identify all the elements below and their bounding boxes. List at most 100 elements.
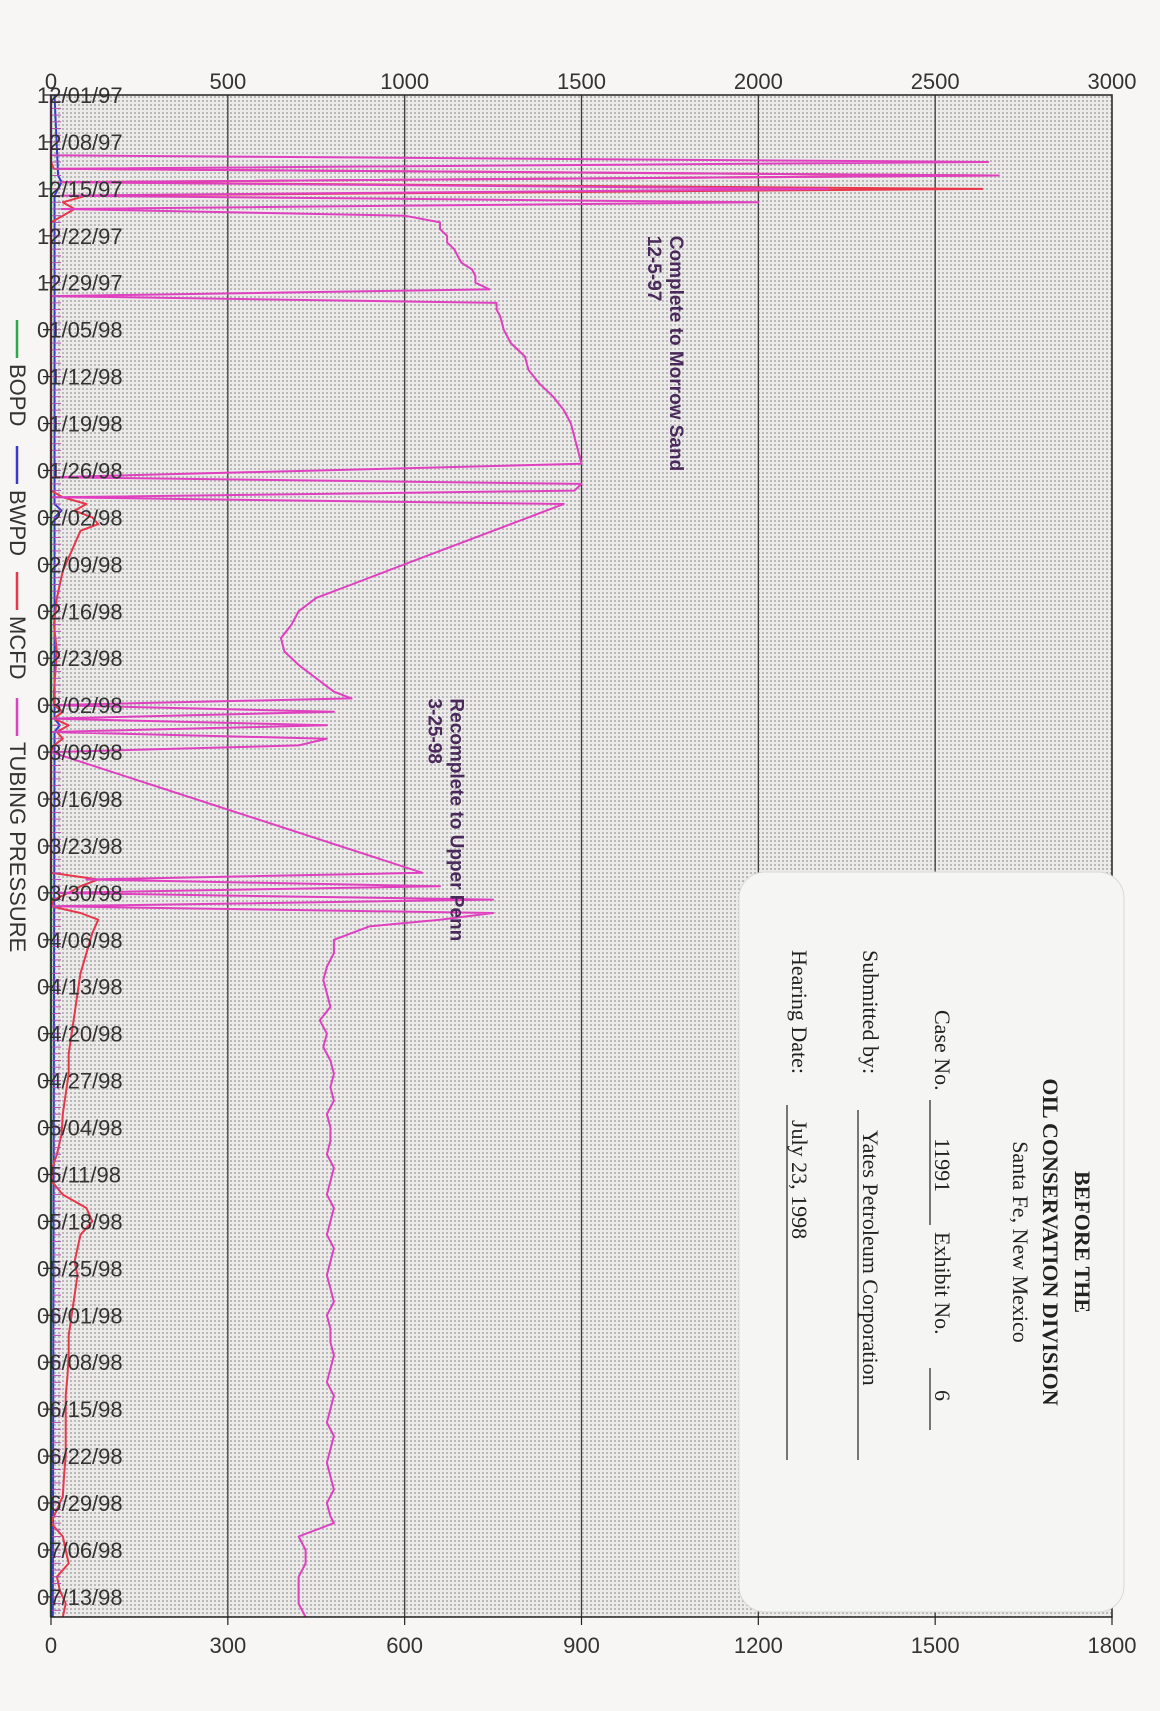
x-tick-label-group: 07/13/98 xyxy=(37,1585,123,1610)
left-y-tick-label: 1500 xyxy=(557,69,606,94)
x-tick-label: 03/09/98 xyxy=(37,740,123,765)
right-y-tick-label: 300 xyxy=(209,1633,246,1658)
x-tick-label: 02/23/98 xyxy=(37,646,123,671)
legend-label: TUBING PRESSURE xyxy=(5,742,30,952)
legend: BOPD BWPD MCFD TUBING PRESSURE xyxy=(5,320,30,952)
x-tick-label: 06/01/98 xyxy=(37,1303,123,1328)
stamp-location: Santa Fe, New Mexico xyxy=(1008,1141,1033,1343)
x-tick-label-group: 06/22/98 xyxy=(37,1444,123,1469)
x-tick-label-group: 02/09/98 xyxy=(37,552,123,577)
legend-label: BWPD xyxy=(5,490,30,556)
right-tick-label-group: 300 xyxy=(209,1633,246,1658)
annotation-text: Complete to Morrow Sand xyxy=(665,236,686,471)
left-tick-label-group: 1500 xyxy=(557,69,606,94)
x-tick-label: 01/05/98 xyxy=(37,318,123,343)
x-tick-label-group: 04/13/98 xyxy=(37,975,123,1000)
x-tick-label: 12/08/97 xyxy=(37,130,123,155)
x-tick-label: 05/04/98 xyxy=(37,1116,123,1141)
x-tick-label-group: 02/02/98 xyxy=(37,505,123,530)
x-tick-label: 03/16/98 xyxy=(37,787,123,812)
x-tick-label: 03/23/98 xyxy=(37,834,123,859)
left-y-tick-label: 2000 xyxy=(734,69,783,94)
x-tick-label: 05/11/98 xyxy=(37,1162,121,1187)
exhibit-no-value: 6 xyxy=(930,1390,955,1401)
x-tick-label: 12/29/97 xyxy=(37,271,123,296)
x-tick-label-group: 06/15/98 xyxy=(37,1397,123,1422)
x-tick-label: 05/25/98 xyxy=(37,1256,123,1281)
mcfd-line xyxy=(50,95,996,1618)
x-tick-label: 04/27/98 xyxy=(37,1069,123,1094)
x-tick-label-group: 12/08/97 xyxy=(37,130,123,155)
right-y-tick-label: 1800 xyxy=(1088,1633,1137,1658)
left-y-tick-label: 2500 xyxy=(911,69,960,94)
x-tick-label-group: 04/27/98 xyxy=(37,1069,123,1094)
x-tick-label: 12/22/97 xyxy=(37,224,123,249)
x-tick-label: 07/13/98 xyxy=(37,1585,123,1610)
submitted-by-value: Yates Petroleum Corporation xyxy=(858,1130,883,1386)
hearing-date-label: Hearing Date: xyxy=(787,950,812,1074)
annotation-text: 3-25-98 xyxy=(424,698,445,764)
left-y-tick-label: 3000 xyxy=(1088,69,1137,94)
x-tick-label-group: 01/19/98 xyxy=(37,412,123,437)
legend-label: BOPD xyxy=(5,364,30,426)
right-tick-label-group: 1800 xyxy=(1088,1633,1137,1658)
x-tick-label: 05/18/98 xyxy=(37,1209,123,1234)
x-tick-label: 06/08/98 xyxy=(37,1350,123,1375)
x-tick-label-group: 03/02/98 xyxy=(37,693,123,718)
annotation-text: 12-5-97 xyxy=(643,236,664,302)
stamp-before: BEFORE THE xyxy=(1070,1171,1095,1313)
left-y-tick-label: 0 xyxy=(45,69,57,94)
right-y-tick-label: 600 xyxy=(386,1633,423,1658)
x-tick-label-group: 07/06/98 xyxy=(37,1538,123,1563)
x-tick-label: 12/15/97 xyxy=(37,177,123,202)
left-y-tick-label: 500 xyxy=(209,69,246,94)
exhibit-stamp: BEFORE THE OIL CONSERVATION DIVISION San… xyxy=(738,871,1125,1613)
x-tick-label-group: 01/12/98 xyxy=(37,365,123,390)
x-tick-label: 03/30/98 xyxy=(37,881,123,906)
exhibit-stamp-box xyxy=(738,871,1125,1613)
x-tick-label: 02/16/98 xyxy=(37,599,123,624)
right-tick-label-group: 1200 xyxy=(734,1633,783,1658)
x-tick-label-group: 12/29/97 xyxy=(37,271,123,296)
x-tick-label-group: 06/01/98 xyxy=(37,1303,123,1328)
x-tick-label-group: 05/18/98 xyxy=(37,1209,123,1234)
right-tick-label-group: 0 xyxy=(45,1633,57,1658)
stamp-division: OIL CONSERVATION DIVISION xyxy=(1038,1078,1063,1405)
right-y-tick-label: 1500 xyxy=(911,1633,960,1658)
submitted-by-label: Submitted by: xyxy=(858,950,883,1074)
x-tick-label: 01/19/98 xyxy=(37,412,123,437)
left-tick-label-group: 3000 xyxy=(1088,69,1137,94)
x-tick-label-group: 12/22/97 xyxy=(37,224,123,249)
x-tick-label: 01/12/98 xyxy=(37,365,123,390)
x-tick-label-group: 04/20/98 xyxy=(37,1022,123,1047)
x-tick-label-group: 01/26/98 xyxy=(37,458,123,483)
x-tick-label-group: 05/04/98 xyxy=(37,1116,123,1141)
left-y-tick-label: 1000 xyxy=(380,69,429,94)
right-y-tick-label: 900 xyxy=(563,1633,600,1658)
x-tick-label: 04/13/98 xyxy=(37,975,123,1000)
right-tick-label-group: 900 xyxy=(563,1633,600,1658)
right-y-tick-label: 0 xyxy=(45,1633,57,1658)
plot-border xyxy=(50,94,1113,1618)
x-tick-label: 03/02/98 xyxy=(37,693,123,718)
left-tick-label-group: 2500 xyxy=(911,69,960,94)
bwpd-line xyxy=(51,94,63,1618)
hearing-date-value: July 23, 1998 xyxy=(787,1120,812,1239)
exhibit-no-label: Exhibit No. xyxy=(930,1232,955,1335)
x-tick-label-group: 05/11/98 xyxy=(37,1162,121,1187)
x-tick-label-group: 12/15/97 xyxy=(37,177,123,202)
x-tick-label-group: 03/16/98 xyxy=(37,787,123,812)
x-tick-label-group: 02/16/98 xyxy=(37,599,123,624)
x-tick-label-group: 03/30/98 xyxy=(37,881,123,906)
x-tick-label-group: 05/25/98 xyxy=(37,1256,123,1281)
x-tick-label-group: 02/23/98 xyxy=(37,646,123,671)
right-tick-label-group: 600 xyxy=(386,1633,423,1658)
left-tick-label-group: 0 xyxy=(45,69,57,94)
x-tick-label: 06/22/98 xyxy=(37,1444,123,1469)
x-tick-label: 04/20/98 xyxy=(37,1022,123,1047)
right-y-tick-label: 1200 xyxy=(734,1633,783,1658)
